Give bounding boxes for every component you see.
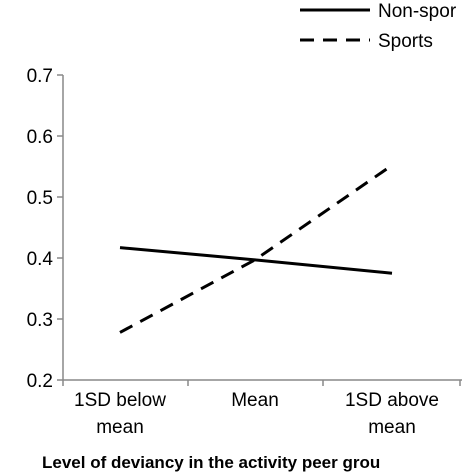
y-tick-label: 0.3 [27,310,53,331]
x-tick-label: 1SD above [345,390,439,411]
series-line-sports [119,164,393,334]
y-tick-label: 0.7 [27,66,53,87]
y-tick-label: 0.6 [27,127,53,148]
x-tick-label: 1SD below [74,390,166,411]
x-tick-label: mean [368,417,416,438]
series-line-non-spor [119,246,393,275]
x-tick-label: mean [96,417,144,438]
y-tick-label: 0.4 [27,249,54,270]
x-tick-label: Mean [231,390,279,411]
y-tick-label: 0.5 [27,188,53,209]
legend-label: Sports [378,31,433,52]
y-tick-label: 0.2 [27,371,53,392]
x-axis-title: Level of deviancy in the activity peer g… [42,453,380,472]
legend-label: Non-spor [378,1,457,22]
